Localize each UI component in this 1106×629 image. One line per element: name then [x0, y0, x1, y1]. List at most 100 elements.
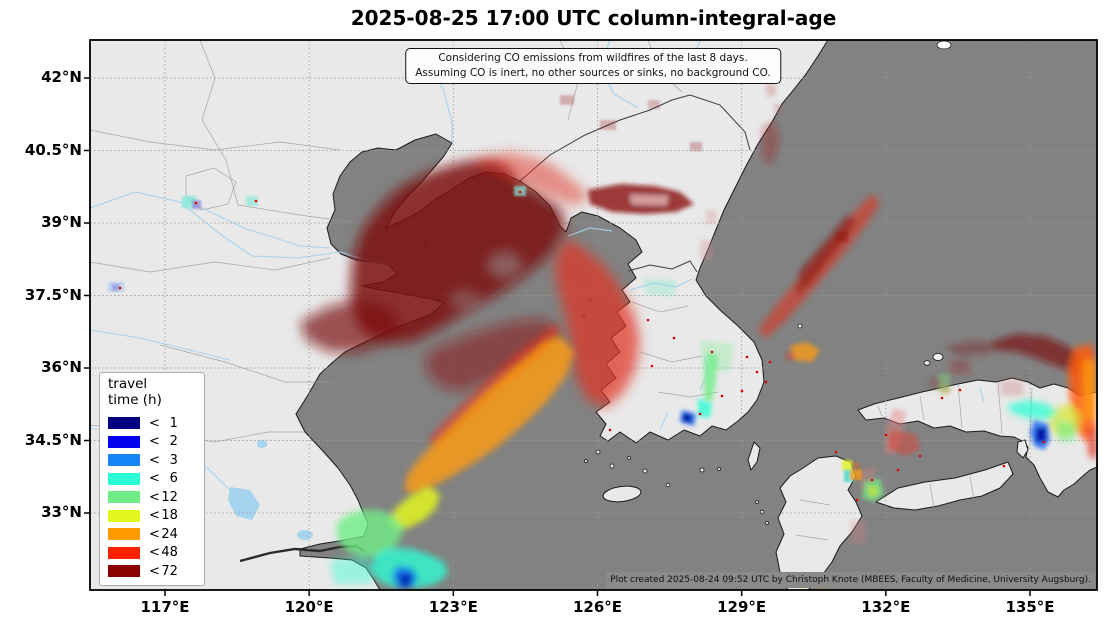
legend-title: travel time (h): [108, 376, 196, 409]
fire-dot: [884, 433, 888, 437]
map-shape: [997, 381, 1003, 435]
fire-dot: [855, 498, 859, 502]
small-islands: [424, 40, 952, 525]
fire-dot: [755, 370, 759, 374]
fire-dot: [118, 286, 122, 290]
legend-color-swatch: [108, 528, 140, 541]
map-shape: [923, 360, 931, 366]
attribution-text: Plot created 2025-08-24 09:52 UTC by Chr…: [606, 572, 1095, 588]
plume-texture-gaps: [449, 251, 523, 310]
map-shape: [595, 449, 601, 455]
map-shape: [400, 574, 411, 586]
legend-operator: <: [149, 508, 160, 524]
map-shape: [644, 278, 676, 296]
map-shape: [1036, 428, 1046, 442]
legend-threshold: 1: [169, 415, 178, 431]
map-shape: [932, 353, 944, 361]
map-shape: [112, 284, 119, 291]
map-shape: [1000, 380, 1024, 396]
fire-dot: [194, 201, 198, 205]
plot-frame: [89, 39, 1098, 591]
map-shape: [766, 84, 776, 96]
legend-box: travel time (h) <1 <2 <3 <6 <12 <18 <24 <48 <72: [99, 372, 205, 587]
fire-dot: [918, 454, 922, 458]
legend-threshold: 48: [161, 545, 178, 561]
map-shape: [944, 340, 1000, 356]
map-shape: [717, 467, 721, 471]
legend-operator: <: [149, 452, 160, 468]
island-awaji: [1016, 439, 1029, 459]
map-shape: [470, 152, 590, 206]
legend-row: <72: [108, 562, 196, 581]
map-shape: [700, 240, 712, 260]
y-tick-label: 37.5°N: [24, 285, 82, 304]
map-shape: [765, 521, 769, 525]
map-shape: [877, 405, 883, 417]
map-shape: [850, 520, 866, 544]
legend-row: <2: [108, 432, 196, 451]
legend-label: <1: [149, 416, 178, 431]
map-shape: [1088, 428, 1097, 460]
map-shape: [1056, 420, 1076, 442]
map-shape: [336, 510, 404, 558]
map-shape: [631, 301, 689, 313]
plume-honshu-patches: [700, 84, 950, 544]
map-shape: [1008, 400, 1058, 420]
map-shape: [90, 257, 331, 273]
map-shape: [554, 238, 640, 408]
map-shape: [627, 456, 631, 460]
map-shape: [642, 468, 648, 474]
fire-dot: [834, 450, 838, 454]
map-shape: [584, 459, 588, 463]
legend-row: <6: [108, 469, 196, 488]
legend-operator: <: [149, 434, 160, 450]
legend-row: <1: [108, 414, 196, 433]
map-shape: [699, 467, 705, 473]
legend-label: <24: [149, 527, 178, 542]
map-shape: [297, 530, 313, 540]
country-borders: [519, 94, 751, 273]
map-shape: [790, 342, 820, 362]
fire-location-dots: [118, 190, 1046, 586]
map-shape: [300, 300, 400, 352]
legend-threshold: 18: [161, 508, 178, 524]
map-shape: [609, 463, 615, 469]
x-tick-label: 132°E: [861, 598, 911, 616]
map-shape: [844, 468, 854, 482]
map-shape: [836, 232, 848, 242]
co-plume-overlay: [108, 84, 1097, 588]
x-tick-label: 135°E: [1005, 598, 1055, 616]
legend-title-line-1: travel: [108, 376, 148, 392]
map-shape: [404, 336, 574, 494]
map-shape: [929, 483, 935, 509]
annotation-line-1: Considering CO emissions from wildfires …: [438, 52, 748, 64]
plume-nk-streak: [588, 184, 694, 214]
island-jeju: [602, 485, 642, 503]
map-shape: [762, 120, 780, 166]
map-shape: [487, 251, 523, 279]
map-shape: [159, 344, 333, 383]
map-shape: [192, 200, 201, 209]
land-shikoku: [875, 461, 1014, 511]
map-shape: [868, 486, 878, 496]
fire-dot: [650, 364, 654, 368]
map-shape: [199, 40, 239, 206]
legend-color-swatch: [108, 472, 140, 485]
y-tick-label: 34.5°N: [24, 430, 82, 449]
map-shape: [797, 323, 803, 329]
island-tsushima: [747, 441, 761, 471]
legend-label: <72: [149, 564, 178, 579]
legend-color-swatch: [108, 417, 140, 430]
map-shape: [449, 290, 481, 310]
plume-orange-band: [404, 324, 574, 494]
map-shape: [560, 95, 574, 105]
map-shape: [979, 387, 985, 403]
map-shape: [795, 534, 829, 541]
legend-color-swatch: [108, 509, 140, 522]
map-shape: [197, 205, 332, 249]
map-shape: [992, 334, 1092, 376]
plume-south-korea-line: [644, 278, 734, 426]
y-tick-label: 39°N: [41, 213, 82, 231]
legend-label: <48: [149, 545, 178, 560]
